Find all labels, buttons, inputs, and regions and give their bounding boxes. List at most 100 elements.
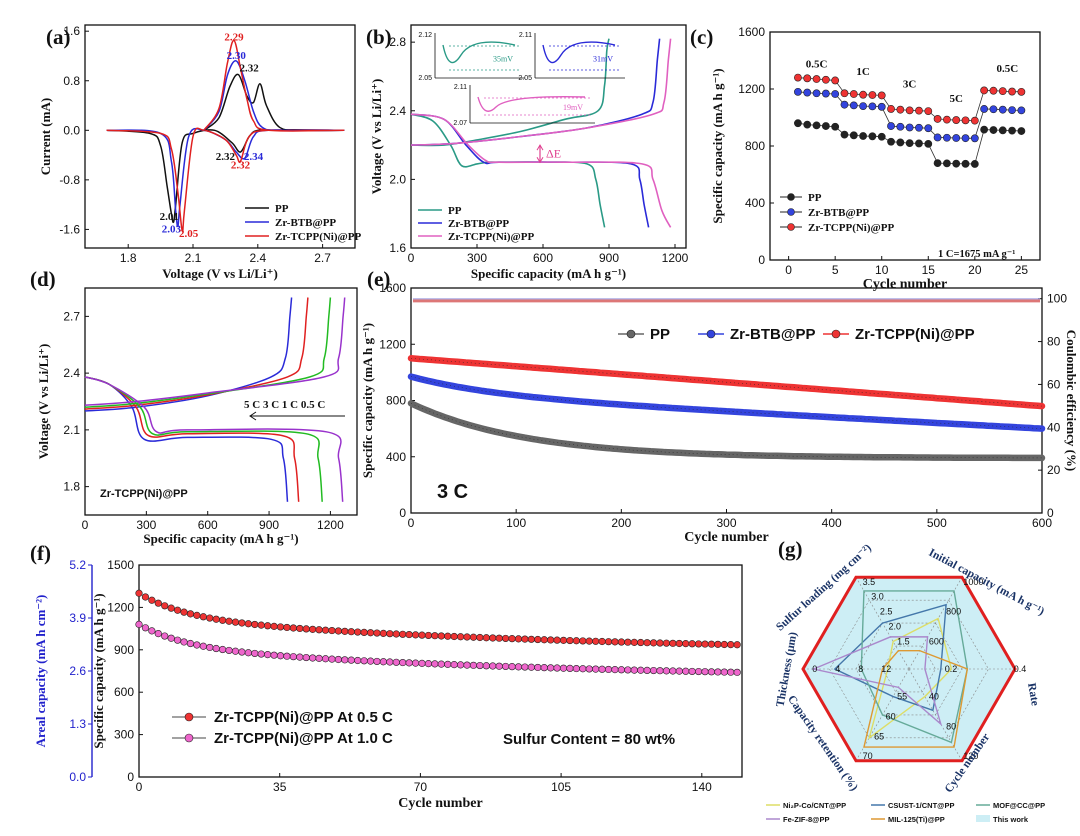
cycle-point xyxy=(604,665,613,674)
cycle-point xyxy=(675,639,683,648)
x-tick-label: 0 xyxy=(408,516,415,530)
rate-point xyxy=(998,87,1007,96)
cycle-point xyxy=(186,610,195,618)
peak-label: 2.34 xyxy=(244,151,264,163)
y-tick-label: 1600 xyxy=(738,25,765,39)
cycle-point xyxy=(527,663,535,671)
cycling-points xyxy=(410,403,1042,459)
cycle-point xyxy=(720,668,728,676)
rate-point xyxy=(896,138,905,147)
y-tick-label: 800 xyxy=(745,139,765,153)
rate-point xyxy=(840,130,849,139)
radar-series xyxy=(811,636,943,727)
rate-point xyxy=(915,123,923,132)
rate-point xyxy=(794,87,802,96)
rate-point xyxy=(989,126,998,134)
areal-tick-label: 2.6 xyxy=(69,664,86,678)
rate-point xyxy=(896,105,905,114)
cycle-point xyxy=(135,589,143,597)
rate-point xyxy=(1017,87,1026,96)
peak-label: 2.03 xyxy=(162,224,182,236)
x-axis-label: Voltage (V vs Li/Li⁺) xyxy=(162,266,278,281)
x-tick-label: 0 xyxy=(136,780,143,794)
x-axis-label: Cycle number xyxy=(398,796,482,811)
cycle-point xyxy=(437,632,445,640)
plot-frame xyxy=(138,564,743,778)
rate-point xyxy=(980,125,989,134)
cycle-point xyxy=(482,662,490,670)
cycle-point xyxy=(193,611,201,619)
cycle-point xyxy=(161,602,169,610)
radar-tick-label: 3.0 xyxy=(871,592,884,602)
cycle-point xyxy=(579,665,587,673)
cycle-point xyxy=(714,640,722,648)
inset-tick-label: 2.11 xyxy=(519,32,532,39)
y-axis-label: Specific capacity (mA h g⁻¹) xyxy=(91,593,106,748)
cycle-point xyxy=(270,651,278,659)
legend-label: Ni₂P-Co/CNT@PP xyxy=(783,801,846,810)
arrow-head xyxy=(536,144,544,151)
cycle-point xyxy=(662,639,671,647)
cycle-point xyxy=(354,656,362,665)
cycle-point xyxy=(495,662,503,670)
cycling-points xyxy=(410,358,1043,407)
radar-tick-label: 65 xyxy=(874,731,884,741)
delta-e-label: ΔE xyxy=(546,147,561,161)
cycle-point xyxy=(579,637,587,645)
cycle-point xyxy=(193,641,201,649)
radar-axis-title: Rate xyxy=(1025,682,1041,707)
rate-point xyxy=(924,107,933,115)
x-tick-label: 600 xyxy=(1032,516,1052,530)
areal-tick-label: 1.3 xyxy=(69,717,86,731)
inset-curve xyxy=(442,41,516,64)
y-tick-label: 0 xyxy=(127,770,134,784)
cycle-point xyxy=(656,639,664,647)
cycle-point xyxy=(508,635,516,643)
rate-point xyxy=(915,139,923,148)
areal-tick-label: 0.0 xyxy=(69,770,86,784)
cycle-point xyxy=(154,630,162,638)
cycle-point xyxy=(206,643,214,652)
rate-point xyxy=(942,159,951,168)
peak-label: 2.05 xyxy=(179,228,199,240)
cycle-point xyxy=(379,629,388,637)
discharge-curve xyxy=(84,376,344,502)
sulfur-content-note: Sulfur Content = 80 wt% xyxy=(503,731,675,748)
y-axis-label: Current (mA) xyxy=(38,98,53,175)
x-axis-label: Cycle number xyxy=(863,277,947,292)
cycle-point xyxy=(585,665,593,673)
y-tick-label: 0.8 xyxy=(63,74,80,88)
cycle-point xyxy=(135,620,143,628)
legend-marker xyxy=(184,712,194,722)
rate-point xyxy=(980,105,989,113)
radar-tick-label: 0.4 xyxy=(1014,664,1027,674)
cycle-point xyxy=(321,626,330,634)
cycle-point xyxy=(289,653,297,661)
radar-series-this-work xyxy=(801,575,1017,763)
panel-label: (c) xyxy=(690,25,713,49)
cycle-point xyxy=(392,658,400,666)
rate-point xyxy=(980,86,989,95)
inset-tick-label: 2.11 xyxy=(454,84,467,91)
cycle-point xyxy=(649,666,658,675)
legend-label: Fe-ZIF-8@PP xyxy=(783,815,829,824)
cycle-point xyxy=(566,636,574,645)
y2-tick-label: 40 xyxy=(1047,420,1061,434)
cycle-point xyxy=(489,662,497,670)
cycle-point xyxy=(283,623,291,632)
cycle-point xyxy=(328,655,336,663)
radar-spoke xyxy=(908,668,963,761)
rate-point xyxy=(924,124,933,133)
cycle-point xyxy=(212,644,220,653)
y-tick-label: 1200 xyxy=(738,82,765,96)
y-tick-label: -1.6 xyxy=(59,222,80,236)
rate-point xyxy=(952,134,961,142)
radar-grid-ring xyxy=(829,599,989,739)
cycle-point xyxy=(244,649,252,657)
y-tick-label: 600 xyxy=(114,685,134,699)
legend-label: MOF@CC@PP xyxy=(993,801,1045,810)
cv-curve xyxy=(203,39,345,132)
cycle-point xyxy=(669,639,677,647)
y-tick-label: 800 xyxy=(386,394,406,408)
cycle-point xyxy=(624,666,632,674)
